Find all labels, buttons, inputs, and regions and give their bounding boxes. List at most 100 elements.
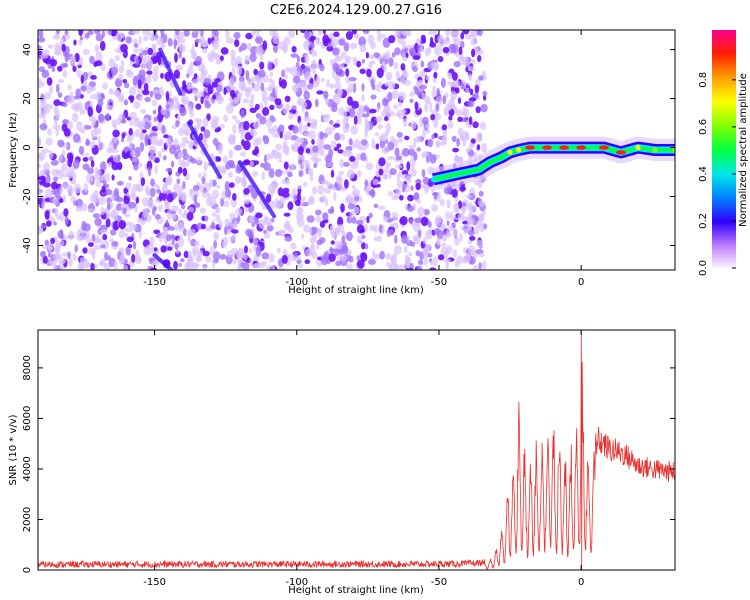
noise-speckle: [334, 248, 339, 257]
noise-speckle: [377, 205, 386, 211]
noise-speckle: [356, 255, 361, 261]
noise-speckle: [478, 214, 484, 222]
noise-speckle: [276, 247, 281, 254]
noise-speckle: [352, 56, 357, 62]
noise-speckle: [338, 69, 345, 77]
noise-speckle: [341, 230, 346, 236]
noise-speckle: [364, 223, 368, 233]
noise-speckle: [403, 245, 408, 254]
noise-speckle: [148, 154, 156, 162]
noise-speckle: [429, 267, 437, 270]
noise-speckle: [106, 202, 111, 211]
noise-speckle: [59, 240, 65, 247]
noise-speckle: [233, 219, 238, 228]
noise-speckle: [468, 74, 473, 81]
noise-speckle: [175, 249, 180, 254]
noise-speckle: [398, 101, 403, 107]
noise-speckle: [468, 245, 476, 255]
noise-speckle: [405, 267, 413, 270]
noise-speckle: [118, 220, 127, 230]
noise-speckle: [160, 30, 165, 36]
noise-speckle: [386, 229, 391, 237]
noise-speckle: [58, 257, 66, 265]
noise-speckle: [119, 254, 124, 264]
noise-speckle: [199, 207, 206, 214]
noise-speckle: [77, 60, 82, 66]
noise-speckle: [193, 194, 198, 205]
snr-panel: -150 -100 -50 0 0 2000 4000 6000 8000 Height of …: [8, 329, 676, 596]
noise-speckle: [218, 165, 227, 174]
noise-speckle: [450, 30, 456, 38]
noise-speckle: [61, 43, 66, 52]
noise-speckle: [179, 185, 184, 192]
noise-speckle: [270, 180, 278, 189]
noise-speckle: [175, 30, 180, 36]
noise-speckle: [365, 52, 369, 59]
noise-speckle: [41, 109, 47, 120]
noise-speckle: [304, 248, 313, 257]
noise-speckle: [173, 38, 177, 50]
noise-speckle: [407, 148, 416, 156]
noise-speckle: [414, 101, 419, 111]
noise-speckle: [361, 234, 366, 240]
noise-speckle: [288, 112, 294, 120]
noise-speckle: [100, 63, 106, 71]
noise-speckle: [283, 161, 289, 170]
snr-axes: -150 -100 -50 0 0 2000 4000 6000 8000: [22, 330, 675, 588]
noise-speckle: [331, 140, 337, 148]
noise-speckle: [222, 240, 228, 248]
noise-speckle: [41, 244, 48, 249]
noise-speckle: [148, 257, 155, 262]
noise-speckle: [362, 146, 367, 151]
noise-speckle: [47, 128, 53, 136]
noise-speckle: [50, 237, 55, 245]
noise-speckle: [125, 36, 132, 44]
snr-ylabel: SNR (10 * v/v): [8, 414, 19, 485]
noise-speckle: [154, 164, 158, 175]
noise-speckle: [167, 246, 173, 251]
noise-speckle: [433, 192, 438, 200]
noise-speckle: [82, 48, 90, 56]
noise-speckle: [452, 249, 457, 258]
noise-speckle: [266, 153, 271, 161]
noise-speckle: [234, 144, 243, 151]
noise-speckle: [304, 54, 310, 64]
noise-speckle: [215, 214, 221, 222]
noise-speckle: [260, 82, 265, 92]
noise-speckle: [322, 212, 329, 221]
noise-speckle: [48, 260, 54, 266]
noise-speckle: [272, 44, 279, 53]
noise-speckle: [268, 168, 275, 179]
noise-speckle: [281, 254, 288, 264]
noise-speckle: [264, 97, 268, 108]
noise-speckle: [291, 144, 296, 151]
noise-speckle: [342, 110, 348, 118]
noise-speckle: [282, 248, 288, 256]
noise-speckle: [429, 260, 434, 266]
noise-speckle: [275, 143, 282, 151]
noise-speckle: [129, 95, 134, 103]
noise-speckle: [38, 78, 43, 89]
noise-speckle: [459, 185, 467, 192]
noise-speckle: [52, 34, 61, 40]
noise-speckle: [218, 219, 223, 229]
noise-speckle: [371, 138, 376, 149]
noise-speckle: [467, 66, 476, 72]
noise-speckle: [117, 92, 125, 103]
noise-speckle: [191, 78, 199, 85]
noise-speckle: [175, 120, 180, 127]
noise-speckle: [55, 128, 59, 137]
noise-speckle: [235, 208, 243, 216]
noise-speckle: [200, 72, 208, 77]
noise-speckle: [340, 186, 347, 192]
noise-speckle: [191, 89, 199, 96]
noise-speckle: [254, 103, 260, 111]
noise-speckle: [455, 109, 463, 116]
noise-speckle: [249, 160, 254, 167]
noise-speckle: [73, 39, 77, 46]
noise-speckle: [373, 253, 381, 260]
noise-speckle: [151, 99, 158, 107]
noise-speckle: [46, 77, 53, 86]
noise-speckle: [202, 47, 208, 54]
noise-speckle: [194, 56, 203, 66]
